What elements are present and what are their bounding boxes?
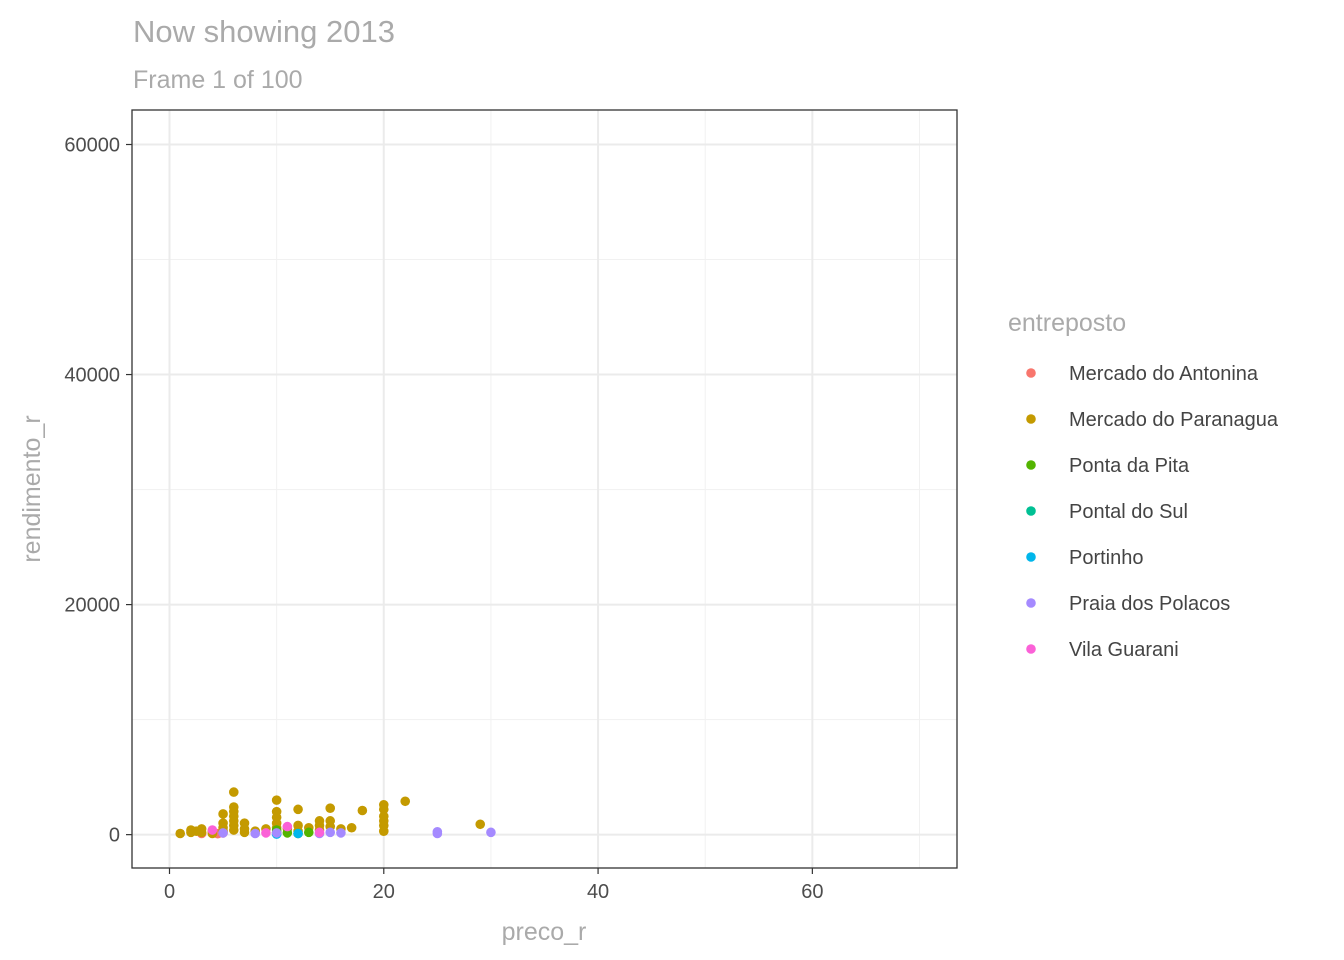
x-axis-title: preco_r — [502, 918, 587, 946]
legend-key — [1026, 644, 1036, 654]
data-point — [282, 821, 293, 832]
data-points — [175, 787, 496, 839]
data-point — [400, 796, 411, 807]
data-point — [378, 826, 389, 836]
data-point — [239, 827, 250, 838]
plot-panel-border — [131, 109, 958, 869]
legend-key — [1026, 506, 1036, 516]
data-point — [293, 828, 303, 839]
data-point — [271, 828, 282, 838]
legend-label: Mercado do Paranagua — [1069, 409, 1279, 431]
plot-panel-background — [132, 110, 957, 868]
data-point — [218, 828, 228, 838]
data-point — [271, 795, 282, 805]
data-point — [357, 805, 368, 816]
data-point — [175, 828, 186, 839]
data-point — [218, 809, 228, 819]
y-axis-title: rendimento_r — [18, 415, 46, 562]
data-point — [475, 819, 486, 830]
data-point — [196, 827, 207, 838]
x-tick-label: 60 — [801, 881, 823, 903]
y-tick-label: 40000 — [64, 365, 120, 387]
x-tick-label: 40 — [587, 881, 609, 903]
data-point — [303, 827, 314, 838]
legend-items: Mercado do Antonina Mercado do Paranagua P… — [1026, 363, 1279, 661]
data-point — [261, 828, 271, 838]
legend-key — [1026, 368, 1036, 378]
x-tick-label: 20 — [373, 881, 395, 903]
legend-key — [1026, 552, 1036, 562]
legend-label: Vila Guarani — [1069, 639, 1179, 661]
legend-title: entreposto — [1008, 309, 1126, 337]
legend-key — [1026, 460, 1036, 470]
data-point — [432, 826, 443, 837]
chart-subtitle: Frame 1 of 100 — [133, 66, 303, 94]
y-tick-label: 60000 — [64, 135, 120, 157]
data-point — [314, 827, 325, 838]
y-axis: 0 20000 40000 60000 — [64, 135, 132, 847]
legend-label: Pontal do Sul — [1069, 501, 1188, 523]
legend-label: Mercado do Antonina — [1069, 363, 1259, 385]
data-point — [228, 825, 239, 835]
legend-key — [1026, 414, 1036, 424]
legend-label: Portinho — [1069, 547, 1144, 569]
data-point — [218, 818, 228, 828]
data-point — [250, 828, 261, 839]
data-point — [228, 787, 239, 797]
y-tick-label: 20000 — [64, 595, 120, 617]
data-point — [336, 828, 346, 838]
data-point — [325, 827, 336, 838]
data-point — [486, 827, 496, 838]
data-point — [378, 804, 389, 815]
legend-label: Praia dos Polacos — [1069, 593, 1230, 615]
x-axis: 0 20 40 60 — [164, 868, 823, 903]
data-point — [325, 803, 336, 813]
legend-key — [1026, 598, 1036, 608]
data-point — [207, 825, 218, 835]
legend-label: Ponta da Pita — [1069, 455, 1190, 477]
chart-title: Now showing 2013 — [133, 14, 395, 49]
data-point — [346, 822, 357, 833]
y-tick-label: 0 — [109, 825, 120, 847]
x-tick-label: 0 — [164, 881, 175, 903]
data-point — [293, 804, 303, 815]
